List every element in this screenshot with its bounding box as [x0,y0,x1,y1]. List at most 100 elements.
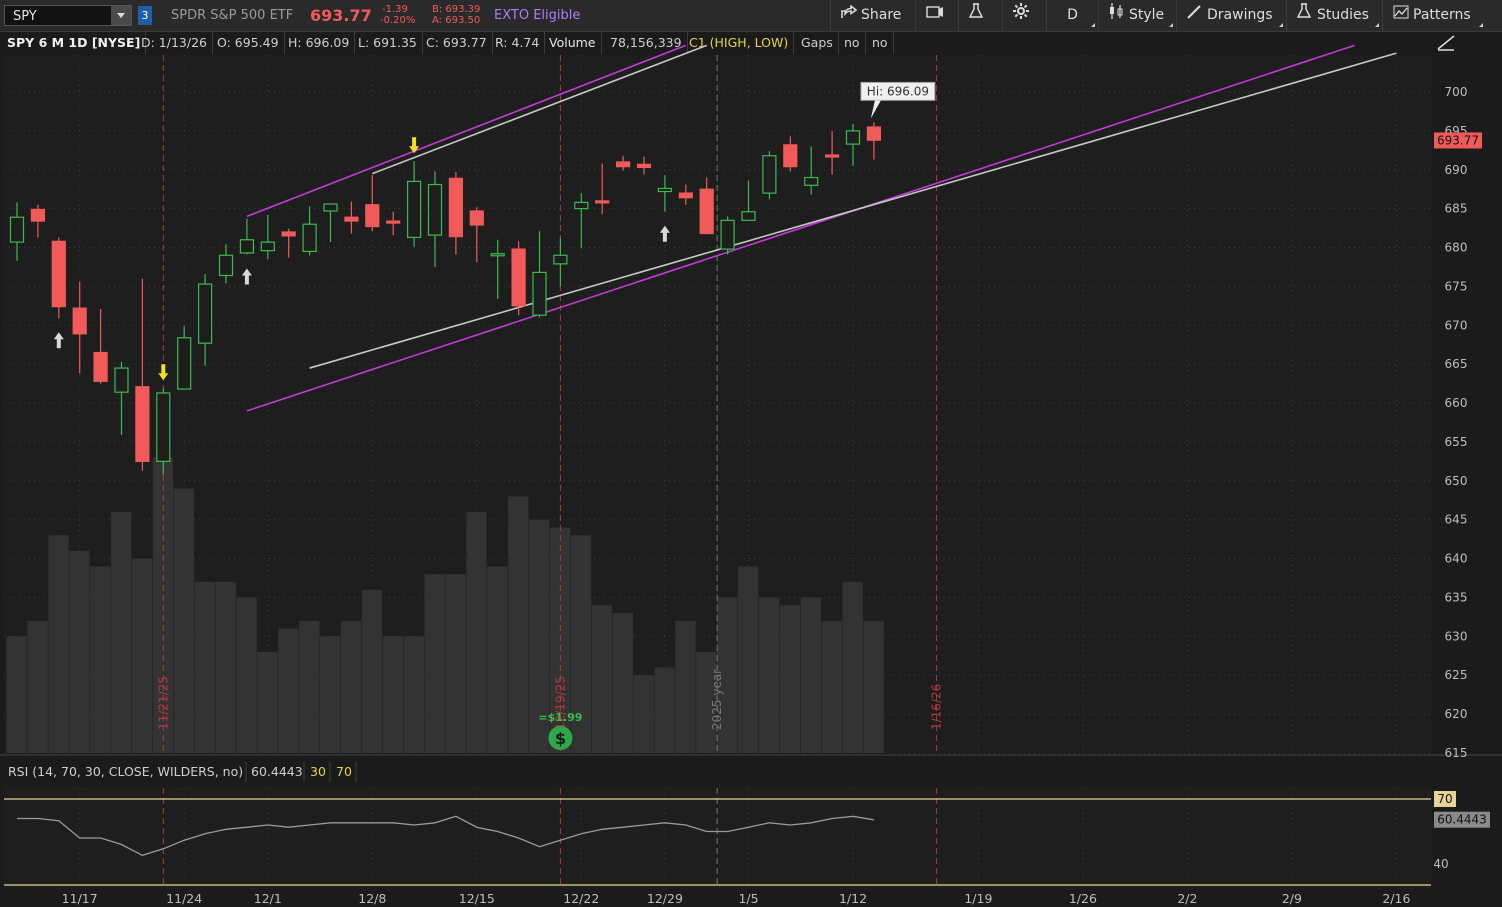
volume-bar [508,496,529,753]
dividend-label: =$1.99 [538,711,582,724]
volume-bars [6,457,884,753]
gaps-param-1: no [839,32,866,54]
price-tick-label: 625 [1445,668,1468,682]
volume-bar [6,636,27,753]
link-group-badge[interactable]: 3 [138,6,152,25]
c1-study-label[interactable]: C1 (HIGH, LOW) [684,32,795,54]
time-tick-label: 12/22 [563,891,599,906]
chart-sharing-button[interactable] [915,0,958,31]
volume-bar [633,675,654,753]
volume-bar [403,636,424,753]
price-tick-label: 660 [1445,396,1468,410]
time-tick-label: 1/5 [738,891,758,906]
symbol-dropdown-button[interactable] [111,6,131,25]
volume-bar [111,511,132,753]
settings-button[interactable] [1002,0,1046,31]
candle-body [574,201,589,210]
signal-markers: =$1.99 $ Hi: 696.09 [53,81,936,750]
candle-body [553,254,568,265]
candles-icon [1109,0,1125,31]
bar-date: D: 1/13/26 [136,32,213,54]
candle-body [678,192,693,199]
price-tick-label: 620 [1445,707,1468,721]
price-tick-label: 675 [1445,279,1468,293]
price-tick-label: 615 [1445,746,1468,760]
chart-info-bar: SPY 6 M 1D [NYSE] D: 1/13/26 O: 695.49 H… [0,32,1432,54]
rsi-value-tag [1434,811,1490,828]
style-button[interactable]: Style [1098,0,1176,31]
candle-body [657,187,673,193]
volume-bar [257,651,278,753]
rsi-header-value: 60.4443 [251,764,303,779]
volume-bar [215,581,236,753]
hi-callout-box [860,81,936,101]
share-button[interactable]: Share [830,0,915,31]
top-toolbar: SPY 3 SPDR S&P 500 ETF 693.77 -1.39 -0.2… [0,0,1502,32]
volume-bar [717,597,738,753]
pencil-icon [1187,0,1203,31]
last-price-tag [1434,132,1482,149]
net-change: -1.39 [382,4,408,15]
candle-body [595,200,610,204]
rsi-70-tag [1434,791,1456,807]
price-tick-label: 700 [1445,85,1468,99]
time-tick-label: 2/9 [1282,891,1302,906]
volume-bar [779,605,801,753]
share-icon [841,0,858,31]
last-price: 693.77 [310,6,372,25]
rsi-header-bar [0,759,1431,784]
price-axis: 615 620 625 630 635 640 645 650 655 660 665 670 675 6… [1432,55,1502,760]
candle-body [699,188,714,235]
price-tick-label: 670 [1445,318,1468,332]
drawings-button[interactable]: Drawings [1176,0,1286,31]
volume-bar [90,566,111,753]
flask-button[interactable] [958,0,1002,31]
candle-body [636,163,652,169]
gaps-study-label[interactable]: Gaps [796,32,839,54]
event-line-label: 12/19/25 [553,676,567,730]
volume-bar [696,651,717,753]
bar-range: R: 4.74 [490,32,546,54]
candle-body [177,337,192,390]
studies-button[interactable]: Studies [1286,0,1382,31]
volume-bar [361,589,383,753]
time-tick-label: 1/12 [839,891,867,906]
candle-body [218,254,234,277]
candle-body [407,180,422,239]
time-tick-label: 1/19 [964,891,992,906]
volume-bar [48,535,69,753]
time-tick-label: 1/26 [1069,891,1097,906]
volume-bar [863,620,884,753]
candle-body [365,204,380,228]
rsi-line [17,815,875,856]
candle-body [845,130,861,145]
candle-body [448,177,463,238]
symbol-input[interactable]: SPY [4,5,132,26]
up-arrow-icon [659,225,670,242]
volume-bar [612,613,633,753]
time-tick-label: 12/29 [647,891,683,906]
volume-value: 78,156,339 [605,32,688,54]
event-line-label: 11/21/25 [156,676,170,730]
volume-bar [299,620,320,753]
gear-icon [1013,0,1029,31]
flask-icon [968,0,985,31]
volume-bar [340,620,362,753]
patterns-button[interactable]: Patterns [1382,0,1486,31]
bid-price: B: 693.39 [432,4,481,15]
last-price-tag-label: 693.77 [1437,133,1479,147]
volume-bar [487,566,508,753]
price-axis-bg [1432,55,1502,753]
volume-label[interactable]: Volume [544,32,602,54]
candle-body [386,220,401,224]
aggregation-period-button[interactable]: D [1046,0,1098,31]
drawing-tool-icon[interactable] [1436,34,1458,52]
candle-body [135,386,150,462]
candle-body [490,253,505,257]
volume-bar [236,597,257,753]
time-tick-label: 12/1 [254,891,282,906]
price-tick-label: 645 [1445,513,1468,527]
trendlines [246,44,1397,412]
volume-bar [570,535,592,753]
